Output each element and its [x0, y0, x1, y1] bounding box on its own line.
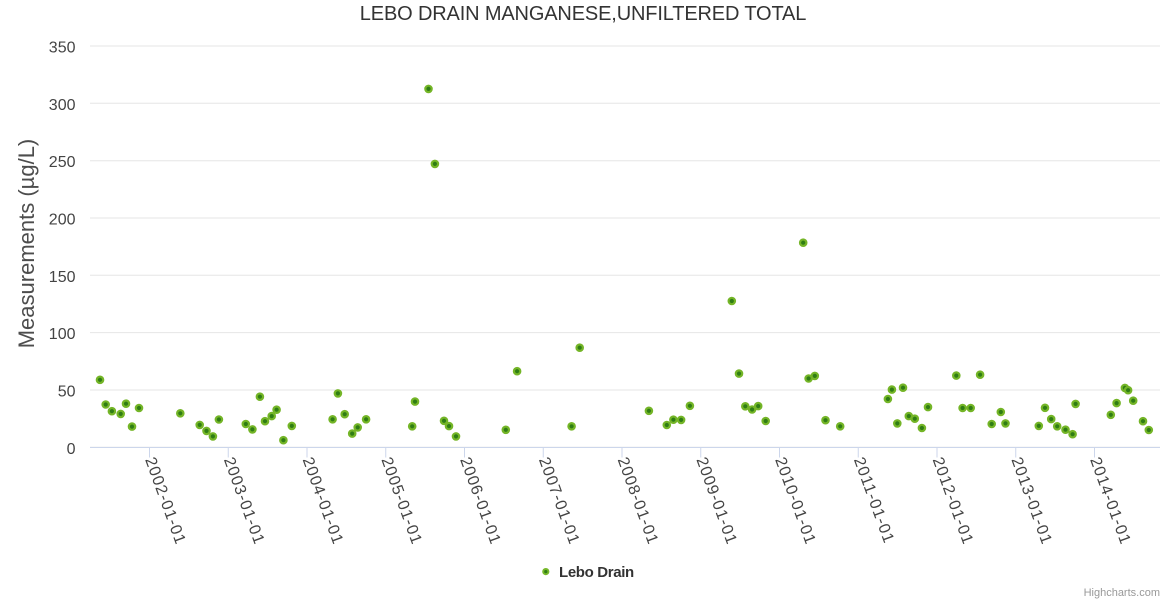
svg-text:Highcharts.com: Highcharts.com — [1084, 587, 1160, 599]
svg-text:Lebo Drain: Lebo Drain — [559, 564, 634, 581]
svg-text:350: 350 — [49, 40, 76, 57]
svg-text:150: 150 — [49, 269, 76, 286]
svg-text:300: 300 — [49, 97, 76, 114]
svg-text:250: 250 — [49, 154, 76, 171]
svg-text:Measurements (µg/L): Measurements (µg/L) — [14, 139, 39, 349]
svg-text:100: 100 — [49, 326, 76, 343]
svg-text:LEBO DRAIN MANGANESE,UNFILTERE: LEBO DRAIN MANGANESE,UNFILTERED TOTAL — [360, 3, 806, 25]
svg-text:50: 50 — [58, 384, 76, 401]
svg-text:0: 0 — [67, 441, 76, 458]
svg-text:200: 200 — [49, 212, 76, 229]
